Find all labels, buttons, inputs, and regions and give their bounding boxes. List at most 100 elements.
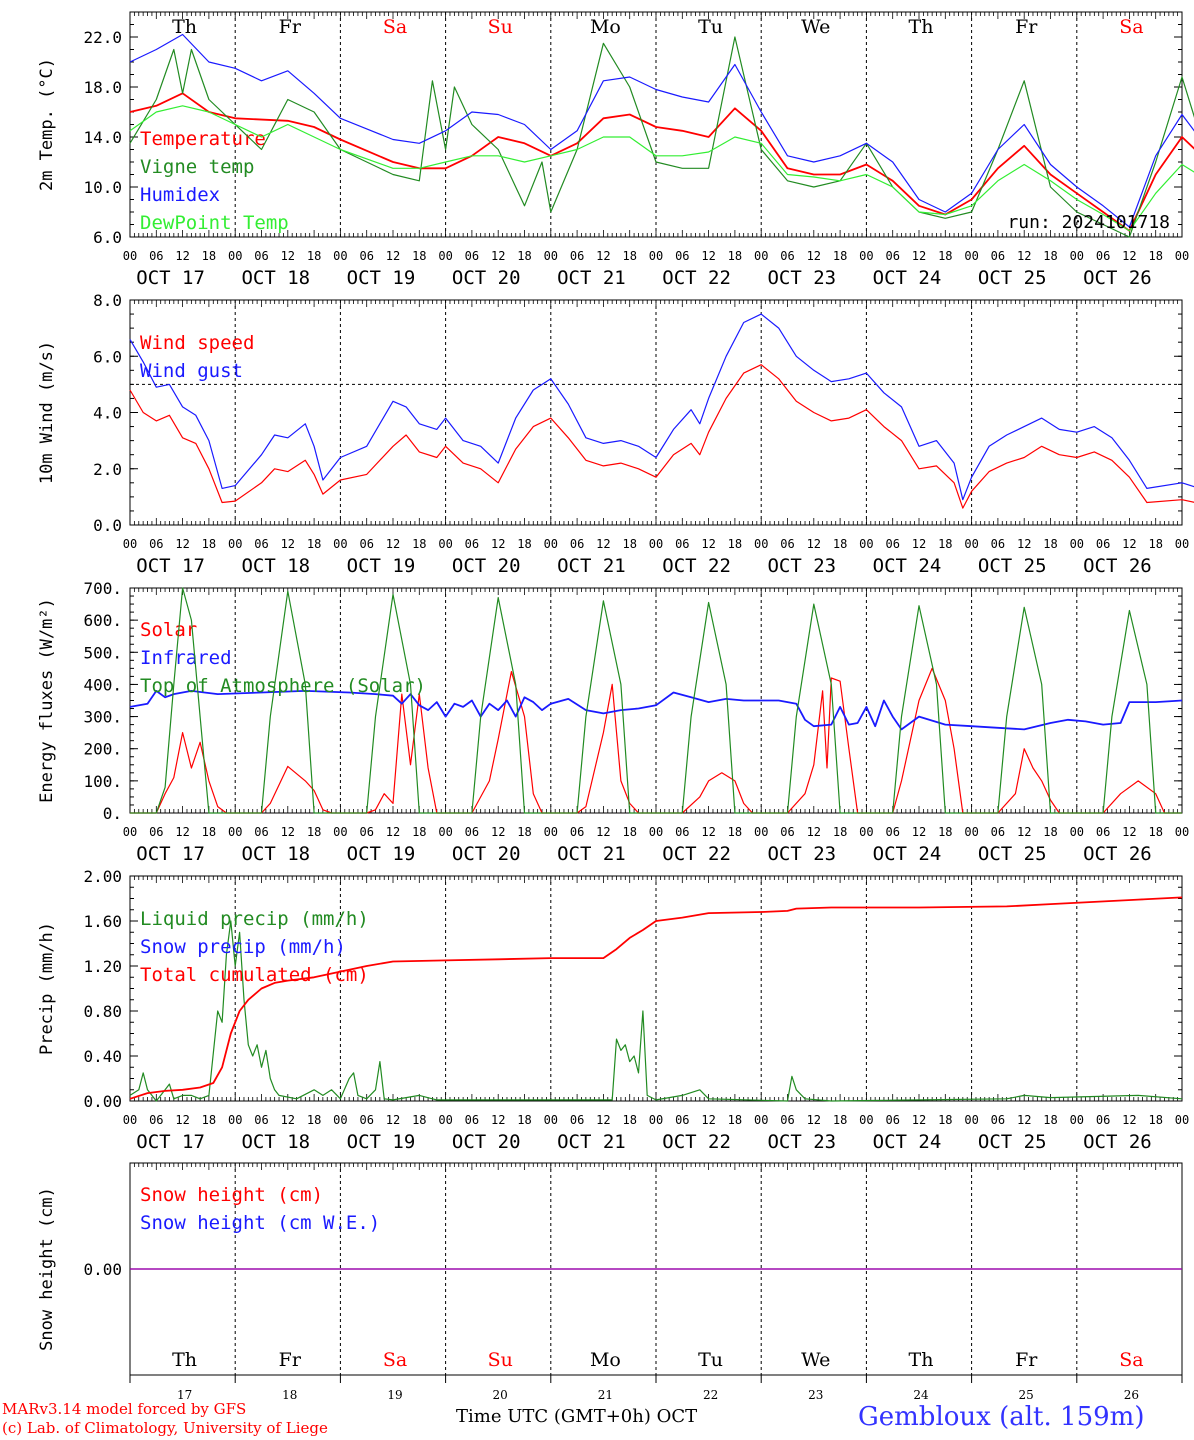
hour-label: 18	[202, 537, 216, 551]
hour-label: 06	[465, 825, 479, 839]
day-of-week-top: Sa	[1119, 16, 1143, 38]
hour-label: 18	[938, 249, 952, 263]
hour-label: 18	[622, 249, 636, 263]
series-line-top-of-atmosphere-solar-	[130, 587, 1182, 814]
hour-label: 12	[281, 249, 295, 263]
hour-label: 18	[728, 249, 742, 263]
hour-label: 12	[175, 537, 189, 551]
y-tick-label: 700.	[83, 579, 122, 598]
date-label: OCT 18	[241, 267, 310, 289]
panel-2: 0.0 2.0 4.0 6.0 8.0 10m Wind (m/s) Wind speed W…	[37, 291, 1194, 577]
date-label: OCT 20	[452, 1131, 521, 1153]
day-of-week-top: We	[801, 16, 830, 38]
hour-label: 00	[228, 1113, 242, 1127]
hour-label: 18	[307, 825, 321, 839]
date-label: OCT 23	[767, 555, 836, 577]
hour-label: 06	[885, 825, 899, 839]
date-label: OCT 17	[136, 1131, 205, 1153]
date-label: OCT 18	[241, 843, 310, 865]
date-label: OCT 19	[347, 555, 416, 577]
hour-label: 18	[307, 537, 321, 551]
hour-label: 12	[912, 825, 926, 839]
date-label: OCT 26	[1083, 267, 1152, 289]
model-credit: MARv3.14 model forced by GFS (c) Lab. of…	[2, 1400, 328, 1438]
hour-label: 12	[596, 825, 610, 839]
hour-label: 18	[622, 537, 636, 551]
date-label: OCT 17	[136, 555, 205, 577]
hour-label: 06	[675, 1113, 689, 1127]
hour-label: 06	[991, 1113, 1005, 1127]
hour-label: 06	[780, 1113, 794, 1127]
hour-label: 12	[1122, 825, 1136, 839]
hour-label: 18	[728, 825, 742, 839]
hour-label: 00	[438, 537, 452, 551]
lab-credit: (c) Lab. of Climatology, University of L…	[2, 1419, 328, 1437]
date-label: OCT 25	[978, 267, 1047, 289]
date-label: OCT 25	[978, 555, 1047, 577]
hour-label: 00	[333, 825, 347, 839]
hour-label: 00	[754, 825, 768, 839]
hour-label: 06	[1096, 249, 1110, 263]
hour-label: 06	[1096, 825, 1110, 839]
hour-label: 06	[465, 249, 479, 263]
hour-label: 00	[544, 249, 558, 263]
hour-label: 18	[833, 1113, 847, 1127]
date-label: OCT 21	[557, 555, 626, 577]
date-label: OCT 26	[1083, 843, 1152, 865]
hour-label: 18	[517, 825, 531, 839]
y-tick-label: 6.0	[93, 347, 122, 366]
date-label: OCT 20	[452, 843, 521, 865]
legend-entry: DewPoint Temp	[140, 212, 289, 234]
hour-label: 06	[780, 825, 794, 839]
date-label: OCT 21	[557, 1131, 626, 1153]
hour-label: 18	[728, 1113, 742, 1127]
y-tick-label: 18.0	[83, 78, 122, 97]
date-label: OCT 23	[767, 843, 836, 865]
date-label: OCT 18	[241, 1131, 310, 1153]
series-line-wind-speed	[129, 364, 1194, 509]
hour-label: 00	[123, 537, 137, 551]
hour-label: 12	[596, 1113, 610, 1127]
hour-label: 12	[491, 1113, 505, 1127]
panel-4: 0.00 0.40 0.80 1.20 1.60 2.00 Precip (mm/h) Liq…	[37, 867, 1189, 1153]
hour-label: 00	[754, 249, 768, 263]
series-line-infrared	[129, 690, 1183, 731]
hour-label: 18	[1043, 825, 1057, 839]
hour-label: 18	[938, 1113, 952, 1127]
hour-label: 12	[1017, 249, 1031, 263]
hour-label: 00	[964, 1113, 978, 1127]
model-label: MARv3.14 model forced by GFS	[2, 1400, 247, 1418]
hour-label: 18	[938, 537, 952, 551]
hour-label: 06	[675, 825, 689, 839]
y-tick-label: 2.0	[93, 460, 122, 479]
day-number: 24	[913, 1388, 929, 1402]
day-of-week-bottom: Su	[488, 1349, 513, 1371]
date-label: OCT 23	[767, 1131, 836, 1153]
hour-label: 06	[570, 825, 584, 839]
day-of-week-top: Tu	[698, 16, 723, 38]
y-tick-label: 6.0	[93, 228, 122, 247]
day-number: 25	[1019, 1388, 1034, 1402]
legend-entry: Snow precip (mm/h)	[140, 936, 346, 958]
hour-label: 06	[885, 537, 899, 551]
hour-label: 00	[649, 825, 663, 839]
series-line-wind-gust	[129, 313, 1194, 501]
hour-label: 18	[412, 537, 426, 551]
hour-label: 18	[1043, 537, 1057, 551]
series-line-total-cumulated-cm-	[129, 896, 1183, 1100]
hour-label: 12	[1122, 1113, 1136, 1127]
hour-label: 12	[807, 537, 821, 551]
hour-label: 18	[202, 249, 216, 263]
date-label: OCT 21	[557, 267, 626, 289]
day-of-week-top: Th	[909, 16, 934, 38]
hour-label: 18	[833, 537, 847, 551]
hour-label: 00	[859, 537, 873, 551]
y-tick-label: 2.00	[83, 867, 122, 886]
legend-entry: Temperature	[140, 128, 266, 150]
hour-label: 06	[254, 825, 268, 839]
date-label: OCT 19	[347, 843, 416, 865]
legend-entry: Humidex	[140, 184, 220, 206]
day-number: 26	[1124, 1388, 1139, 1402]
hour-label: 12	[596, 537, 610, 551]
hour-label: 06	[465, 1113, 479, 1127]
